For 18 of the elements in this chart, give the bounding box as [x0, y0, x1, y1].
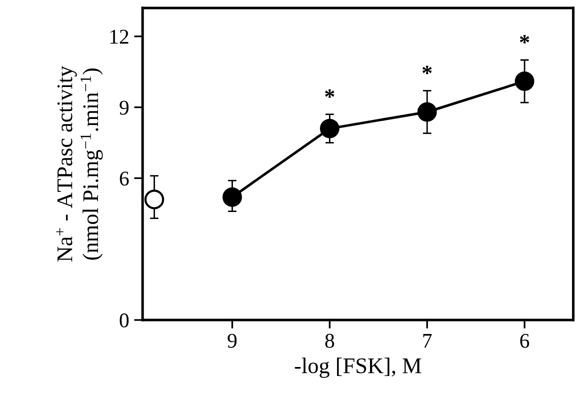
point	[222, 187, 242, 207]
x-tick-label: 9	[228, 334, 237, 348]
y-axis-title: Na$^{+}$ - ATPasc activity (nmol Pi.mg$^{−1}$.min$^{−1}$)	[56, 66, 103, 262]
point	[514, 72, 534, 91]
point	[144, 190, 164, 210]
y-tick-label: 6	[120, 172, 129, 186]
x-axis-title: -log [FSK], M	[294, 358, 422, 378]
x-tick-label: 8	[325, 334, 334, 348]
y-tick-label: 12	[110, 30, 128, 44]
point	[320, 118, 340, 138]
data-label: *	[520, 35, 530, 44]
x-tick-label: 7	[423, 334, 432, 348]
y-tick-label: 0	[120, 313, 129, 328]
point	[417, 102, 437, 122]
data-label: *	[422, 66, 432, 74]
x-tick-label: 6	[520, 334, 530, 348]
data-label: *	[325, 89, 334, 98]
y-tick-label: 9	[120, 100, 129, 115]
